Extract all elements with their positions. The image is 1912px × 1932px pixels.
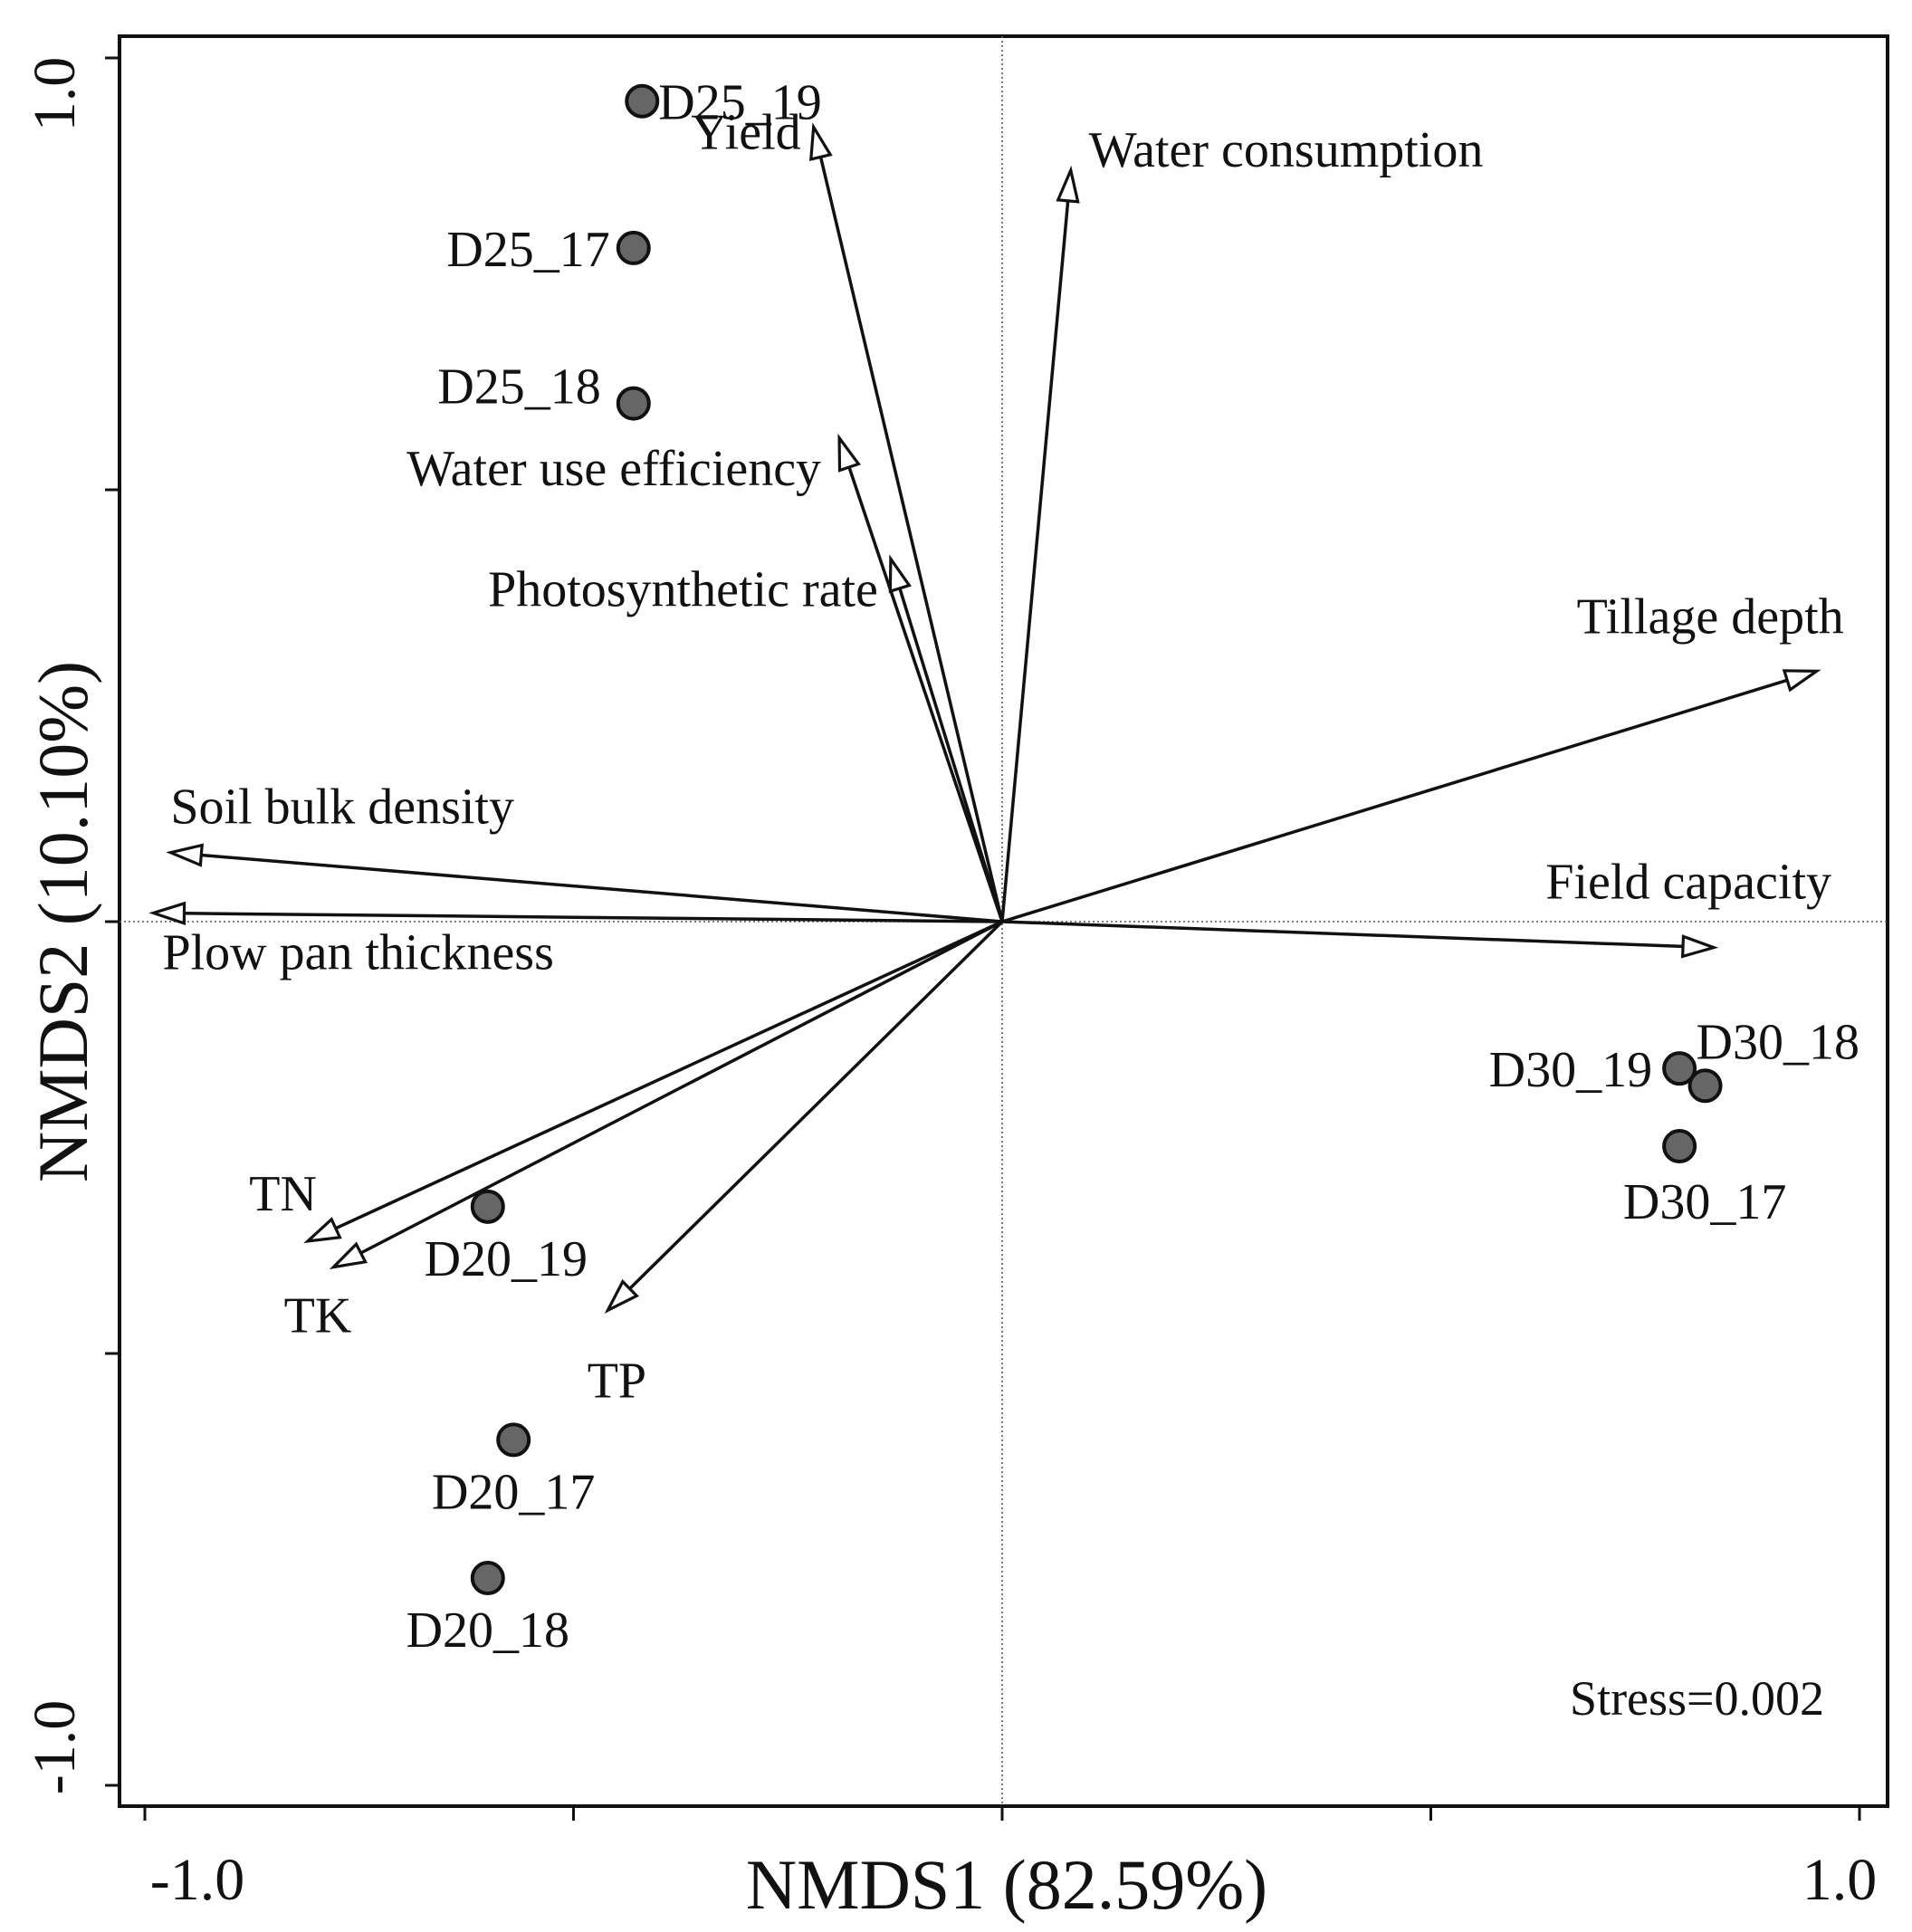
vector-tk-arrowhead bbox=[329, 1241, 368, 1269]
vector-photosynthetic-rate-label: Photosynthetic rate bbox=[488, 561, 878, 617]
vector-tp-label: TP bbox=[588, 1353, 646, 1409]
point-d20-18 bbox=[470, 1561, 505, 1596]
vector-photosynthetic-rate-line bbox=[898, 588, 1004, 923]
vector-field-capacity-line bbox=[1001, 920, 1684, 949]
vectors-layer bbox=[148, 122, 1821, 1314]
vector-field-capacity-arrowhead bbox=[1680, 934, 1719, 959]
y-tick-label: -1.0 bbox=[22, 1700, 88, 1794]
point-d20-19-label: D20_19 bbox=[425, 1231, 588, 1287]
x-tick-label: 1.0 bbox=[1802, 1847, 1878, 1913]
vector-water-use-efficiency-arrowhead bbox=[837, 433, 861, 473]
point-d25-19-label: D25_19 bbox=[658, 75, 821, 131]
point-d25-17-label: D25_17 bbox=[446, 222, 609, 278]
stress-annotation: Stress=0.002 bbox=[1570, 1671, 1824, 1726]
axis-ticks bbox=[105, 56, 1861, 1821]
point-d25-18-label: D25_18 bbox=[437, 359, 600, 416]
vector-water-consumption-line bbox=[1000, 200, 1070, 923]
point-d30-18-label: D30_18 bbox=[1697, 1014, 1859, 1070]
point-d20-19 bbox=[470, 1189, 505, 1224]
x-axis-title: NMDS1 (82.59%) bbox=[746, 1845, 1267, 1924]
vector-water-use-efficiency-label: Water use efficiency bbox=[406, 441, 821, 497]
point-d25-18 bbox=[616, 386, 651, 421]
vector-soil-bulk-density-label: Soil bulk density bbox=[170, 779, 514, 836]
point-d30-17 bbox=[1662, 1129, 1697, 1164]
point-d30-17-label: D30_17 bbox=[1623, 1174, 1786, 1230]
vector-yield-arrowhead bbox=[809, 122, 833, 162]
vector-water-use-efficiency-line bbox=[847, 466, 1004, 923]
points-layer bbox=[470, 83, 1723, 1596]
y-tick-label: 1.0 bbox=[22, 57, 88, 132]
vector-soil-bulk-density-arrowhead bbox=[166, 843, 204, 867]
vector-water-consumption-arrowhead bbox=[1056, 165, 1080, 204]
point-d30-19 bbox=[1662, 1051, 1697, 1086]
vector-tn-label: TN bbox=[249, 1166, 317, 1222]
point-d25-19 bbox=[625, 83, 660, 119]
point-d20-18-label: D20_18 bbox=[406, 1602, 569, 1659]
vector-tp-line bbox=[628, 920, 1004, 1290]
labels-layer: Yield Water consumption Water use efficien… bbox=[162, 75, 1859, 1659]
vector-plow-pan-thickness-arrowhead bbox=[148, 901, 186, 926]
vector-tn-arrowhead bbox=[303, 1217, 342, 1244]
point-d30-18 bbox=[1687, 1068, 1723, 1104]
vector-tillage-depth-label: Tillage depth bbox=[1577, 588, 1844, 645]
y-axis-title: NMDS2 (10.10%) bbox=[24, 661, 102, 1182]
vector-tk-line bbox=[359, 920, 1003, 1255]
point-d25-17 bbox=[616, 230, 651, 265]
vector-photosynthetic-rate-arrowhead bbox=[888, 554, 912, 594]
vector-water-consumption-label: Water consumption bbox=[1089, 122, 1484, 178]
vector-tillage-depth-line bbox=[1001, 678, 1788, 923]
point-d20-17-label: D20_17 bbox=[432, 1464, 595, 1520]
tick-labels: -1.0 1.0 1.0 -1.0 bbox=[22, 57, 1877, 1913]
vector-field-capacity-label: Field capacity bbox=[1545, 855, 1831, 911]
point-d30-19-label: D30_19 bbox=[1489, 1042, 1652, 1098]
vector-tp-arrowhead bbox=[604, 1278, 640, 1314]
point-d20-17 bbox=[496, 1422, 531, 1458]
vector-soil-bulk-density-line bbox=[201, 853, 1003, 923]
x-tick-label: -1.0 bbox=[150, 1847, 244, 1913]
vector-tk-label: TK bbox=[284, 1288, 352, 1344]
vector-tillage-depth-arrowhead bbox=[1782, 669, 1821, 693]
vector-plow-pan-thickness-label: Plow pan thickness bbox=[162, 924, 553, 980]
vector-tn-line bbox=[335, 920, 1003, 1230]
vector-yield-label: Yield bbox=[691, 104, 800, 160]
vector-yield-line bbox=[818, 156, 1004, 923]
vector-plow-pan-thickness-line bbox=[184, 912, 1003, 923]
